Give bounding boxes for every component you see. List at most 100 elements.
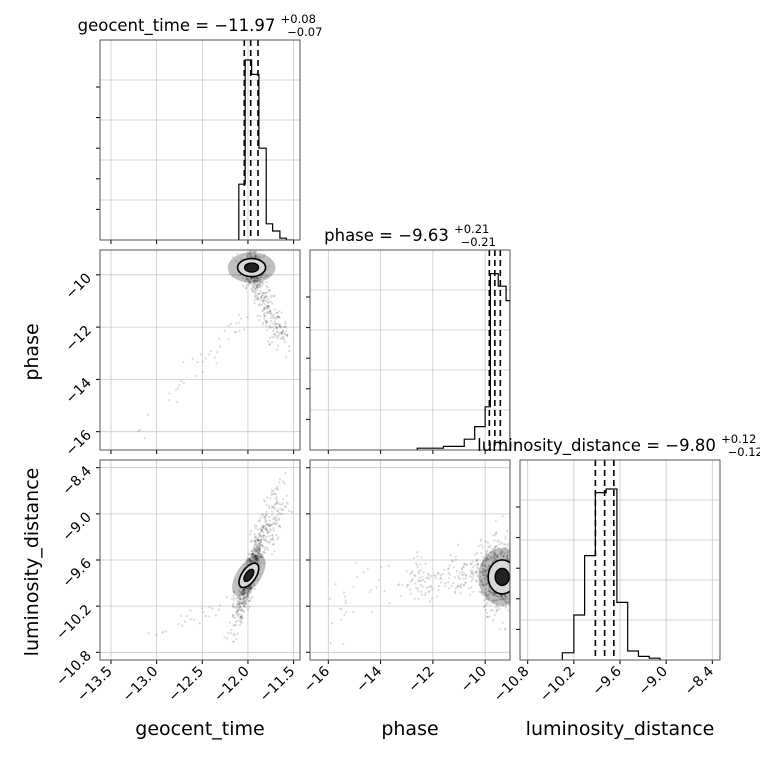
geocent-time-luminosity-distance-point <box>257 533 260 536</box>
geocent-time-phase-point <box>266 305 269 308</box>
geocent-time-luminosity-distance-point <box>275 516 278 519</box>
geocent-time-luminosity-distance-point <box>253 556 256 559</box>
phase-luminosity-distance-point <box>479 571 483 574</box>
geocent-time-phase-point <box>248 280 251 283</box>
geocent-time-luminosity-distance-point <box>260 555 263 558</box>
geocent-time-phase-point <box>257 304 261 307</box>
phase-luminosity-distance-point <box>496 555 499 559</box>
geocent-time-luminosity-distance-point <box>256 560 259 563</box>
geocent-time-luminosity-distance-point <box>253 588 256 591</box>
phase-luminosity-distance-point <box>481 591 484 594</box>
phase-luminosity-distance-point <box>506 609 510 612</box>
phase-luminosity-distance-point <box>437 572 440 575</box>
geocent-time-luminosity-distance-point <box>231 640 235 643</box>
geocent-time-luminosity-distance-point <box>232 594 235 597</box>
phase-luminosity-distance-point <box>454 587 457 590</box>
geocent-time-phase-point <box>257 283 261 287</box>
phase-luminosity-distance-point <box>512 559 514 561</box>
phase-luminosity-distance-point <box>485 568 488 572</box>
geocent-time-phase-point <box>254 250 258 253</box>
geocent-time-phase-point <box>262 297 266 300</box>
geocent-time-luminosity-distance-point <box>284 472 287 475</box>
geocent-time-luminosity-distance-point <box>249 556 252 559</box>
geocent-time-phase-point <box>253 281 257 285</box>
geocent-time-luminosity-distance-point <box>272 489 275 492</box>
phase-luminosity-distance-point <box>513 584 515 586</box>
geocent-time-luminosity-distance-point <box>236 603 239 606</box>
geocent-time-luminosity-distance-point <box>250 584 253 587</box>
phase-luminosity-distance-point <box>504 596 508 599</box>
geocent-time-luminosity-distance-point <box>248 559 252 562</box>
phase-luminosity-distance-point <box>467 587 470 590</box>
geocent-time-luminosity-distance-point <box>260 538 263 541</box>
geocent-time-luminosity-distance-point <box>259 544 262 547</box>
geocent-time-phase-point <box>284 320 287 323</box>
geocent-time-phase-point <box>267 300 270 303</box>
phase-luminosity-distance-point <box>339 607 342 610</box>
phase-luminosity-distance-point <box>513 573 515 575</box>
phase-luminosity-distance-point <box>494 545 497 549</box>
geocent-time-luminosity-distance-point <box>236 609 239 612</box>
phase-luminosity-distance-point <box>462 577 465 580</box>
geocent-time-luminosity-distance-point <box>239 617 242 620</box>
geocent-time-phase-point <box>256 281 259 285</box>
geocent-time-luminosity-distance-point <box>248 586 251 589</box>
phase-luminosity-distance-point <box>481 573 485 576</box>
geocent-time-luminosity-distance-point <box>229 631 232 635</box>
geocent-time-luminosity-distance-point <box>262 524 265 527</box>
geocent-time-phase-point <box>268 289 272 292</box>
geocent-time-phase-point <box>260 296 263 299</box>
phase-luminosity-distance-point <box>502 555 505 558</box>
geocent-time-luminosity-distance-point <box>272 529 275 532</box>
phase-luminosity-distance-point <box>485 558 488 561</box>
phase-luminosity-distance-point <box>514 568 516 570</box>
geocent-time-luminosity-distance-point <box>233 590 236 594</box>
geocent-time-luminosity-distance-point <box>238 619 242 622</box>
phase-luminosity-distance-point <box>514 588 516 590</box>
xlabel-phase: phase <box>381 718 438 740</box>
geocent-time-luminosity-distance-point <box>241 601 245 604</box>
phase-luminosity-distance-point <box>486 601 489 604</box>
geocent-time-luminosity-distance-point <box>275 502 278 505</box>
geocent-time-phase-point <box>260 285 264 288</box>
geocent-time-phase-point <box>196 360 199 364</box>
geocent-time-phase-point <box>256 279 259 282</box>
phase-luminosity-distance-point <box>489 550 492 554</box>
geocent-time-luminosity-distance-point <box>250 554 253 557</box>
geocent-time-luminosity-distance-point <box>267 523 270 526</box>
phase-luminosity-distance-point <box>334 583 337 586</box>
phase-luminosity-distance-point <box>521 596 523 598</box>
geocent-time-phase-point <box>255 285 259 288</box>
geocent-time-phase-point <box>202 370 205 374</box>
phase-luminosity-distance-point <box>437 584 440 588</box>
phase-luminosity-distance-point <box>426 572 430 575</box>
geocent-time-luminosity-distance-point <box>276 514 279 517</box>
phase-luminosity-distance-point <box>499 627 502 630</box>
phase-luminosity-distance-point <box>482 573 485 576</box>
geocent-time-luminosity-distance-point <box>256 559 259 562</box>
phase-luminosity-distance-point <box>483 604 487 608</box>
geocent-time-phase-point <box>256 292 259 295</box>
phase-luminosity-distance-point <box>493 613 496 616</box>
phase-luminosity-distance-point <box>514 567 516 569</box>
geocent-time-luminosity-distance-point <box>253 540 257 543</box>
phase-luminosity-distance-point <box>408 588 412 591</box>
geocent-time-phase-point <box>259 315 262 318</box>
geocent-time-luminosity-distance-point <box>249 540 252 543</box>
geocent-time-luminosity-distance-point <box>255 545 258 548</box>
geocent-time-luminosity-distance-point <box>266 530 269 533</box>
geocent-time-luminosity-distance-point <box>277 518 280 522</box>
geocent-time-luminosity-distance-point <box>257 539 261 542</box>
geocent-time-phase-point <box>263 307 266 310</box>
geocent-time-luminosity-distance-point <box>236 632 239 635</box>
geocent-time-luminosity-distance-point <box>259 547 262 550</box>
geocent-time-luminosity-distance-point <box>243 600 247 604</box>
geocent-time-phase-point <box>264 302 267 306</box>
geocent-time-luminosity-distance-point <box>245 598 248 601</box>
geocent-time-luminosity-distance-point <box>249 585 253 588</box>
geocent-time-phase-point <box>263 311 266 315</box>
geocent-time-phase-point <box>266 286 269 289</box>
geocent-time-phase-point <box>265 324 268 327</box>
geocent-time-luminosity-distance-point <box>252 553 255 556</box>
geocent-time-luminosity-distance-point <box>257 548 260 551</box>
